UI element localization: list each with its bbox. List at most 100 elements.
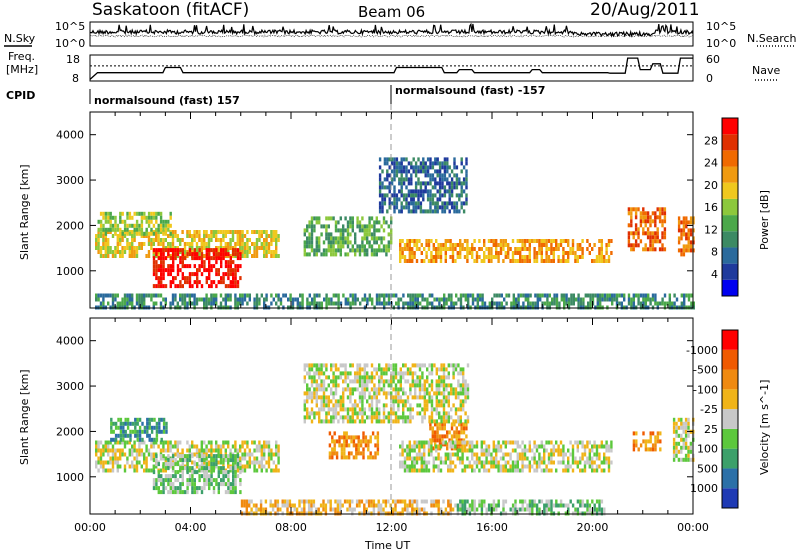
region-upper-band <box>97 211 172 236</box>
nsearch-line <box>89 34 694 38</box>
region-late-cluster <box>627 207 667 252</box>
colorbar-tick: 28 <box>704 134 718 147</box>
colorbar-tick: 100 <box>697 443 718 456</box>
freq-trace <box>89 57 693 80</box>
ytick-label: 2000 <box>56 219 84 232</box>
colorbar-swatch <box>722 263 738 280</box>
ytick-label: 3000 <box>56 380 84 393</box>
colorbar-tick: 12 <box>704 223 718 236</box>
region-near-range-yellow <box>240 499 455 516</box>
region-high-range-scatter <box>378 157 468 214</box>
region-orange-patches <box>328 431 380 460</box>
nsky-panel <box>89 21 694 47</box>
nsearch-tick-bottom: 10^0 <box>706 37 736 50</box>
region-green-echo <box>152 454 242 495</box>
colorbar-swatch <box>722 330 738 350</box>
nsky-trace <box>89 22 694 38</box>
freq-tick-bottom: 8 <box>72 72 79 85</box>
freq-label-2: [MHz] <box>6 63 38 76</box>
nsearch-tick-top: 10^5 <box>706 20 736 33</box>
xtick-label: 00:00 <box>74 521 106 534</box>
ytick-label: 2000 <box>56 425 84 438</box>
region-near-range <box>95 293 695 310</box>
freq-panel <box>89 54 694 82</box>
colorbar-tick: 500 <box>697 462 718 475</box>
power-heatmap <box>95 157 695 310</box>
cpid-label: CPID <box>6 89 35 102</box>
region-grey-upper <box>303 363 470 424</box>
nave-tick-bottom: 0 <box>706 72 713 85</box>
colorbar-tick: 8 <box>711 246 718 259</box>
ytick-label: 1000 <box>56 471 84 484</box>
ytick-label: 1000 <box>56 265 84 278</box>
colorbar-tick: 24 <box>704 157 718 170</box>
xtick-label: 20:00 <box>577 521 609 534</box>
colorbar-tick: 4 <box>711 268 718 281</box>
region-late-orange <box>632 431 662 452</box>
power-colorbar: 4 8 12 16 20 24 28 <box>704 117 739 297</box>
velocity-colorbar: 1000 500 100 25 -25 -100 -500 -1000 <box>686 329 739 509</box>
ytick-label: 4000 <box>56 335 84 348</box>
colorbar-swatch <box>722 182 738 199</box>
xtick-label: 16:00 <box>476 521 508 534</box>
velocity-xlabel: Time UT <box>364 539 410 552</box>
xtick-label: 04:00 <box>175 521 207 534</box>
colorbar-tick: -25 <box>700 403 718 416</box>
colorbar-tick: -500 <box>693 364 718 377</box>
colorbar-swatch <box>722 198 738 216</box>
freq-tick-top: 18 <box>66 53 80 66</box>
colorbar-tick: -100 <box>693 383 718 396</box>
colorbar-swatch <box>722 279 738 296</box>
colorbar-swatch <box>722 215 738 232</box>
colorbar-swatch <box>722 488 738 508</box>
velocity-ylabel: Slant Range [km] <box>18 369 31 465</box>
colorbar-swatch <box>722 118 738 135</box>
colorbar-swatch <box>722 349 738 370</box>
power-axes: 1000 2000 3000 4000 <box>56 112 694 308</box>
colorbar-swatch <box>722 468 738 489</box>
date-title: 20/Aug/2011 <box>590 0 700 20</box>
nsky-line <box>89 22 694 38</box>
colorbar-swatch <box>722 448 738 469</box>
region-near-range-green <box>454 499 606 516</box>
colorbar-tick: 20 <box>704 179 718 192</box>
xtick-label: 12:00 <box>376 521 408 534</box>
colorbar-tick: 1000 <box>690 482 718 495</box>
cpid-segment-2: normalsound (fast) -157 <box>395 84 545 97</box>
colorbar-swatch <box>722 231 738 248</box>
region-end-grey <box>672 417 695 462</box>
colorbar-swatch <box>722 389 738 410</box>
colorbar-swatch <box>722 409 738 429</box>
region-mid-day-clusters <box>303 216 393 257</box>
beam-title: Beam 06 <box>358 3 425 21</box>
xtick-label: 08:00 <box>275 521 307 534</box>
colorbar-swatch <box>722 134 738 151</box>
velocity-colorbar-label: Velocity [m s^-1] <box>758 380 771 475</box>
colorbar-tick: -1000 <box>686 344 718 357</box>
colorbar-swatch <box>722 369 738 390</box>
velocity-axes: 1000 2000 3000 4000 00:00 04:00 08:00 12:00 16:0… <box>56 318 709 534</box>
colorbar-swatch <box>722 247 738 264</box>
freq-label-1: Freq. <box>8 50 35 63</box>
velocity-heatmap <box>95 363 695 516</box>
colorbar-tick: 16 <box>704 201 718 214</box>
power-colorbar-label: Power [dB] <box>758 190 771 250</box>
nave-label: Nave <box>752 64 780 77</box>
region-afternoon-band <box>399 239 613 263</box>
region-grey-afternoon <box>399 440 613 473</box>
nave-tick-top: 60 <box>706 53 720 66</box>
site-title: Saskatoon (fitACF) <box>92 0 249 20</box>
xtick-label: 00:00 <box>677 521 709 534</box>
nsky-label: N.Sky <box>4 32 36 45</box>
cpid-segment-1: normalsound (fast) 157 <box>94 94 240 107</box>
nsky-tick-bottom: 10^0 <box>55 37 85 50</box>
colorbar-swatch <box>722 150 738 167</box>
colorbar-tick: 25 <box>704 423 718 436</box>
region-end-cluster <box>677 216 695 257</box>
colorbar-swatch <box>722 166 738 183</box>
region-blue-green-upper <box>110 417 168 442</box>
nsky-tick-top: 10^5 <box>55 20 85 33</box>
ytick-label: 3000 <box>56 174 84 187</box>
power-ylabel: Slant Range [km] <box>18 164 31 260</box>
colorbar-swatch <box>722 428 738 449</box>
